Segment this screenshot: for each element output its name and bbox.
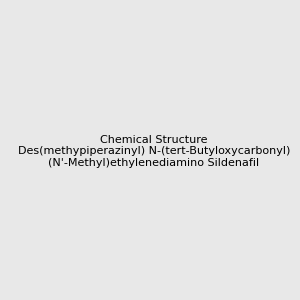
Text: Chemical Structure
Des(methypiperazinyl) N-(tert-Butyloxycarbonyl) (N'-Methyl)et: Chemical Structure Des(methypiperazinyl)… [18,135,290,168]
